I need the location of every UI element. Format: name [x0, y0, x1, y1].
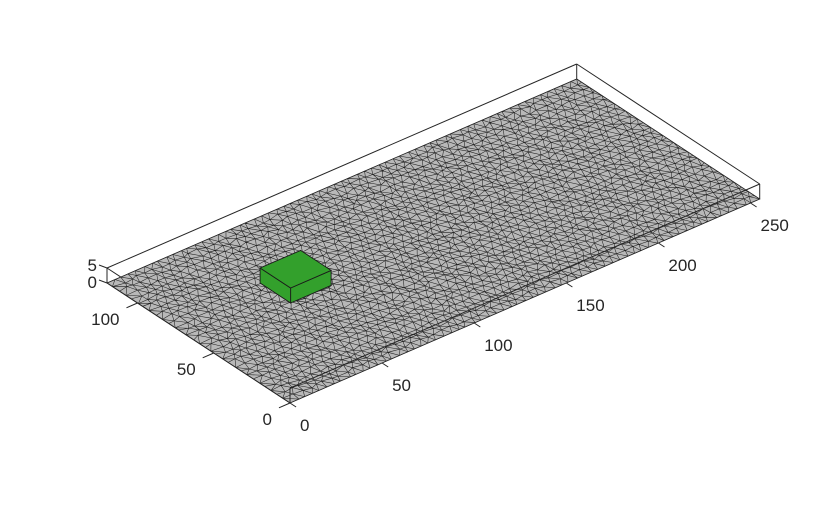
z-tick-0	[98, 279, 108, 284]
z-axis: 05	[88, 256, 108, 292]
box-edge-back-top	[106, 63, 577, 269]
y-tick-label: 100	[91, 310, 119, 329]
y-tick-100	[126, 302, 138, 309]
x-tick-100	[473, 322, 481, 328]
x-tick-label: 100	[484, 336, 512, 355]
z-tick-label: 0	[88, 273, 97, 292]
mesh-plate	[106, 78, 761, 404]
z-tick-5	[98, 264, 108, 269]
x-tick-label: 50	[392, 376, 411, 395]
y-axis: 0 50 100	[91, 302, 291, 429]
y-tick-50	[202, 352, 214, 359]
block-top-face	[259, 249, 333, 289]
green-block	[259, 249, 333, 304]
y-tick-0	[278, 402, 291, 409]
y-tick-label: 0	[263, 410, 272, 429]
x-tick-200	[658, 242, 665, 248]
x-axis: 0 50 100 150 200 250	[289, 202, 789, 435]
box-edge-front-top	[289, 183, 760, 389]
x-tick-150	[566, 282, 573, 288]
x-tick-250	[750, 202, 757, 208]
x-tick-label: 200	[668, 256, 696, 275]
x-tick-label: 250	[761, 216, 789, 235]
y-tick-label: 50	[177, 360, 196, 379]
x-tick-0	[289, 402, 297, 408]
z-tick-label: 5	[88, 256, 97, 275]
box-edge-right-top	[576, 63, 760, 185]
x-tick-label: 0	[300, 416, 309, 435]
x-tick-label: 150	[576, 296, 604, 315]
x-tick-50	[381, 362, 389, 368]
